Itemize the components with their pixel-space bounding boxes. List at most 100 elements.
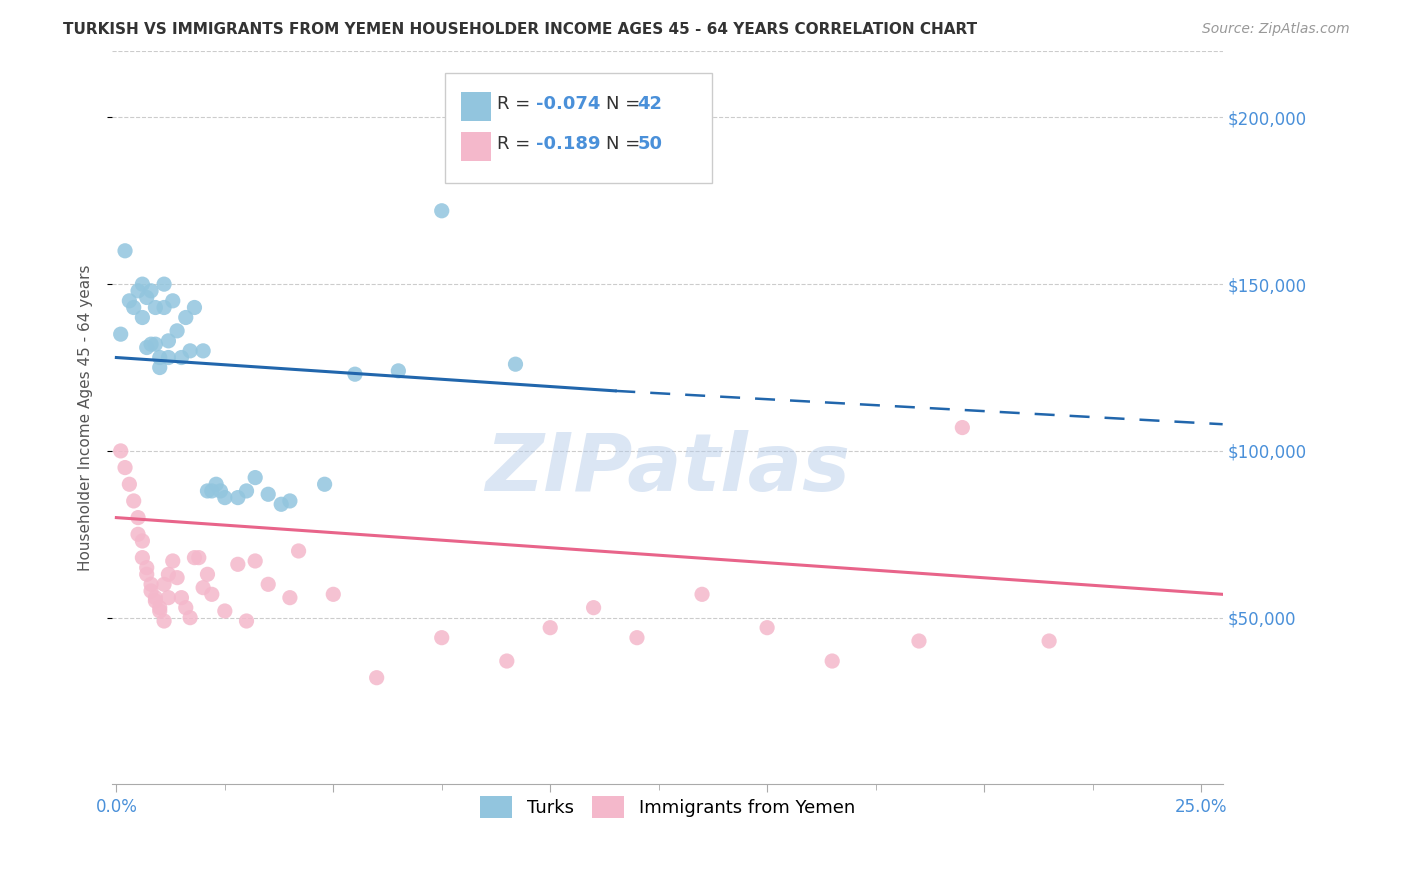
Point [131, 550, 153, 565]
Point [174, 600, 197, 615]
Point [197, 483, 219, 498]
Point [122, 494, 145, 508]
Point [139, 284, 162, 298]
Point [214, 491, 236, 505]
Point [157, 567, 180, 582]
Point [135, 291, 157, 305]
Point [690, 587, 713, 601]
Point [626, 631, 648, 645]
Text: N =: N = [606, 135, 647, 153]
Point [135, 560, 157, 574]
Point [139, 584, 162, 599]
Point [127, 527, 149, 541]
Point [110, 327, 132, 342]
Point [145, 337, 167, 351]
Point [235, 483, 257, 498]
Point [114, 460, 136, 475]
Point [322, 587, 344, 601]
Point [153, 301, 176, 315]
Point [131, 310, 153, 325]
Point [366, 671, 388, 685]
Point [187, 550, 209, 565]
Point [149, 360, 172, 375]
Point [257, 577, 280, 591]
Point [166, 571, 188, 585]
Point [131, 277, 153, 292]
Point [495, 654, 517, 668]
Text: 50: 50 [637, 135, 662, 153]
Point [170, 591, 193, 605]
Point [153, 614, 176, 628]
Point [157, 351, 180, 365]
Point [582, 600, 605, 615]
Point [170, 351, 193, 365]
Point [145, 301, 167, 315]
Point [139, 337, 162, 351]
Point [214, 604, 236, 618]
Point [235, 614, 257, 628]
Point [343, 368, 366, 382]
Point [145, 594, 167, 608]
Point [538, 621, 561, 635]
Point [179, 343, 201, 358]
Point [287, 544, 309, 558]
Point [191, 343, 214, 358]
Point [135, 341, 157, 355]
Point [197, 567, 219, 582]
Point [191, 581, 214, 595]
FancyBboxPatch shape [461, 92, 491, 121]
Point [174, 310, 197, 325]
Point [278, 591, 301, 605]
Y-axis label: Householder Income Ages 45 - 64 years: Householder Income Ages 45 - 64 years [79, 264, 93, 571]
Point [908, 634, 931, 648]
FancyBboxPatch shape [461, 132, 491, 161]
Point [127, 284, 149, 298]
Text: Source: ZipAtlas.com: Source: ZipAtlas.com [1202, 22, 1350, 37]
Point [139, 577, 162, 591]
Point [145, 591, 167, 605]
Point [201, 587, 224, 601]
Text: R =: R = [498, 135, 537, 153]
Point [430, 631, 453, 645]
Text: N =: N = [606, 95, 647, 112]
Point [243, 470, 266, 484]
Point [118, 293, 141, 308]
Text: ZIPatlas: ZIPatlas [485, 430, 849, 508]
FancyBboxPatch shape [446, 72, 711, 183]
Point [183, 550, 205, 565]
Point [110, 444, 132, 458]
Point [201, 483, 224, 498]
Point [950, 420, 973, 434]
Point [135, 567, 157, 582]
Point [226, 558, 249, 572]
Text: -0.074: -0.074 [536, 95, 600, 112]
Point [257, 487, 280, 501]
Point [821, 654, 844, 668]
Point [114, 244, 136, 258]
Point [314, 477, 336, 491]
Point [270, 497, 292, 511]
Point [209, 483, 232, 498]
Point [149, 351, 172, 365]
Point [162, 293, 184, 308]
Point [162, 554, 184, 568]
Point [157, 334, 180, 348]
Point [122, 301, 145, 315]
Point [278, 494, 301, 508]
Point [149, 604, 172, 618]
Point [205, 477, 228, 491]
Point [149, 600, 172, 615]
Point [243, 554, 266, 568]
Point [1038, 634, 1060, 648]
Legend: Turks, Immigrants from Yemen: Turks, Immigrants from Yemen [471, 787, 863, 827]
Point [183, 301, 205, 315]
Text: R =: R = [498, 95, 537, 112]
Point [166, 324, 188, 338]
Point [505, 357, 527, 371]
Text: TURKISH VS IMMIGRANTS FROM YEMEN HOUSEHOLDER INCOME AGES 45 - 64 YEARS CORRELATI: TURKISH VS IMMIGRANTS FROM YEMEN HOUSEHO… [63, 22, 977, 37]
Text: 42: 42 [637, 95, 662, 112]
Point [118, 477, 141, 491]
Point [153, 277, 176, 292]
Point [157, 591, 180, 605]
Point [430, 203, 453, 218]
